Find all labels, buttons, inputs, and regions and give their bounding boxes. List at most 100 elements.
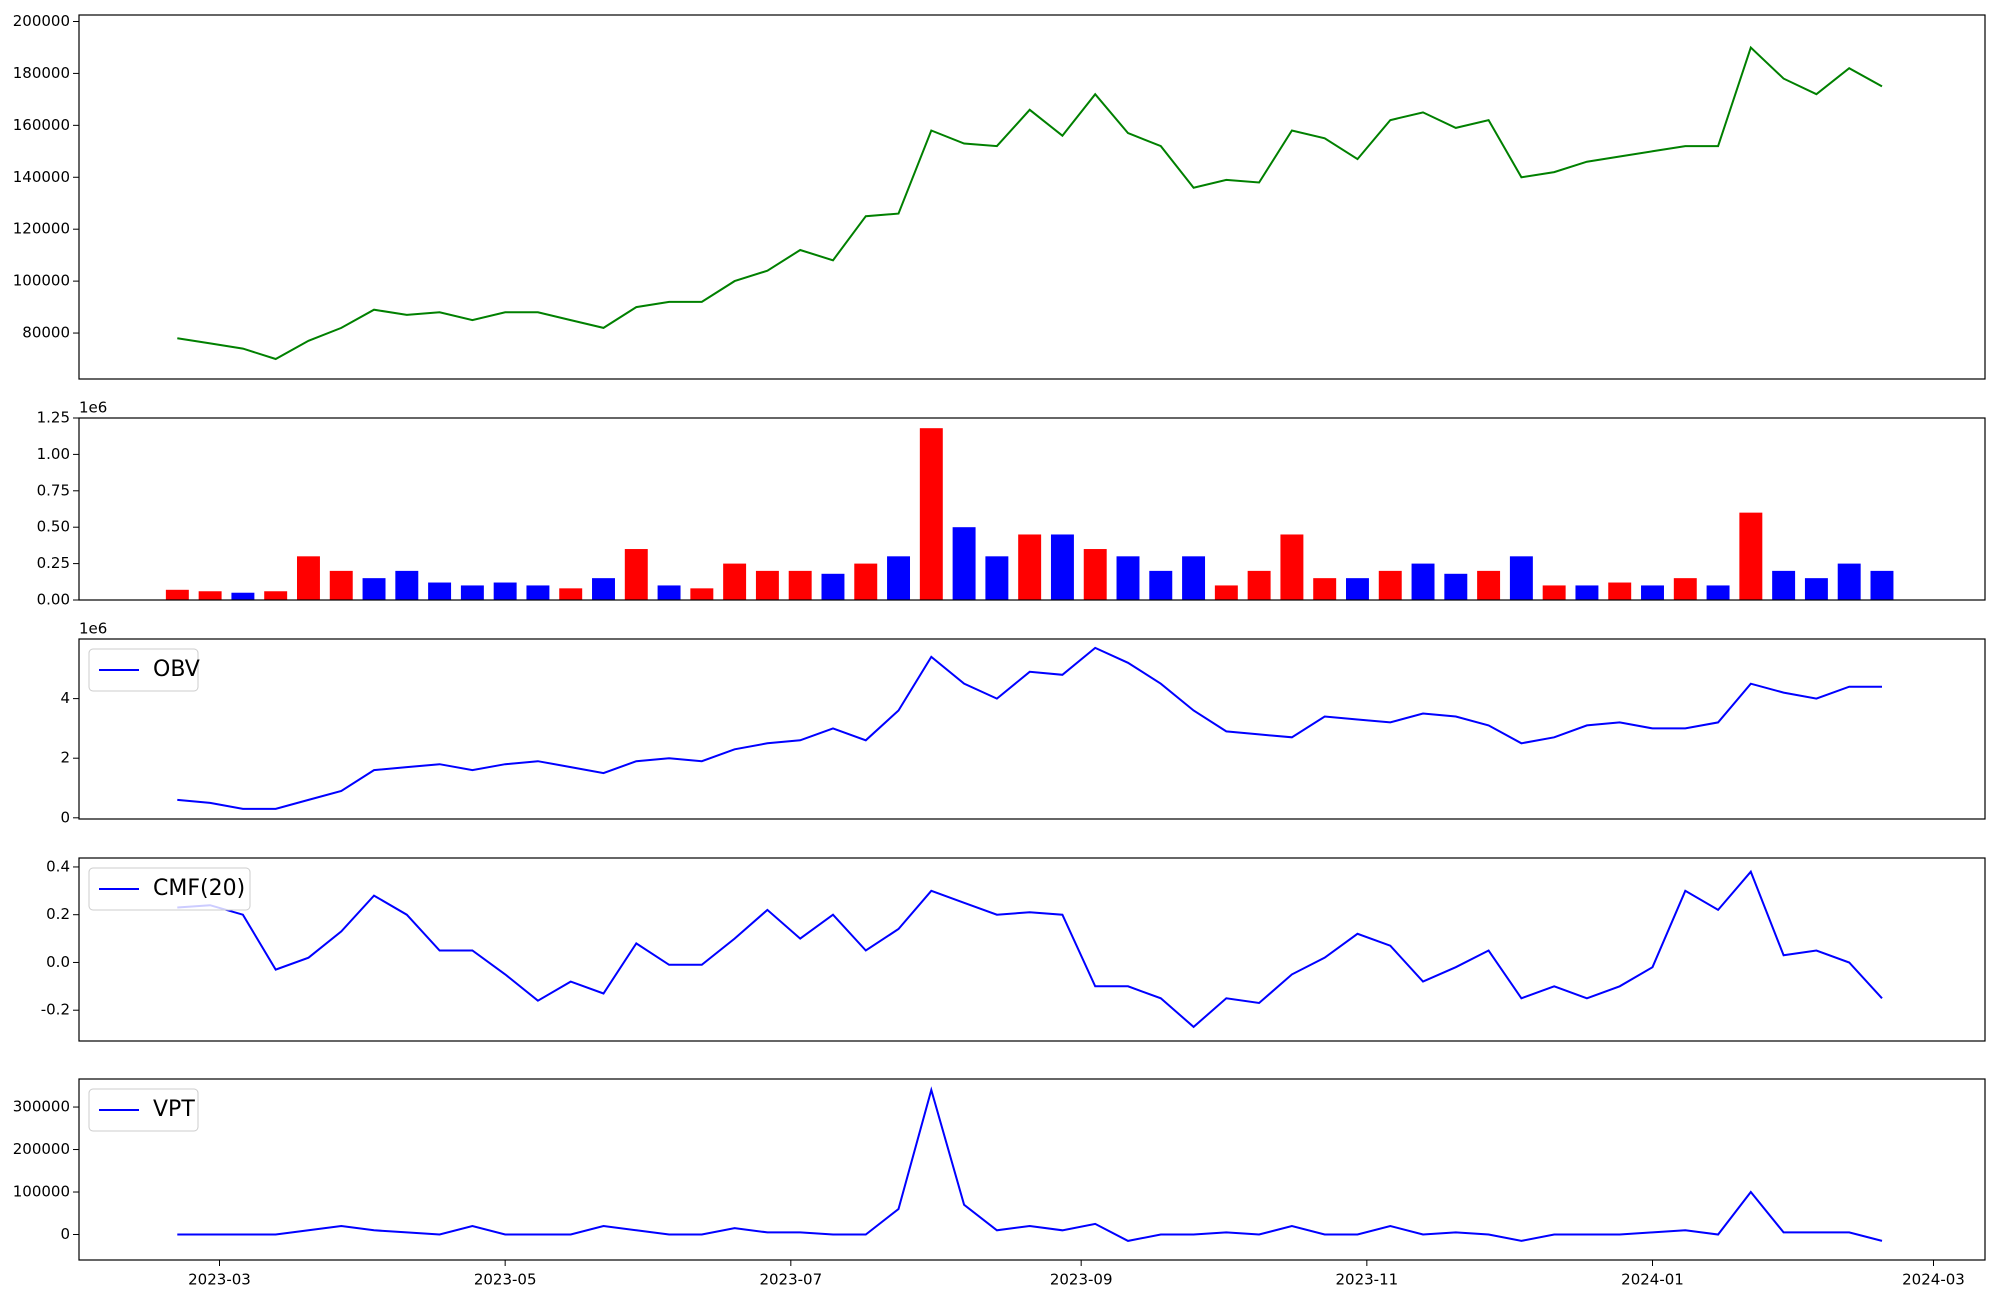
- volume-bar: [1214, 585, 1238, 600]
- y-tick-label: 200000: [13, 12, 70, 30]
- y-tick-label: 0.25: [37, 554, 70, 572]
- volume-bar: [1050, 534, 1074, 600]
- volume-bar: [1739, 512, 1763, 600]
- y-tick-label: 0.50: [37, 518, 70, 536]
- y-tick-label: 100000: [13, 1183, 70, 1201]
- legend-box: [88, 867, 251, 911]
- volume-bar: [559, 588, 583, 600]
- volume-bar: [329, 570, 353, 600]
- volume-bar: [165, 589, 189, 600]
- volume-bar: [624, 549, 648, 600]
- volume-bar: [1772, 570, 1796, 600]
- volume-bar: [887, 556, 911, 600]
- volume-bar: [723, 563, 747, 600]
- series-line: [177, 869, 1883, 1029]
- volume-bar: [1083, 549, 1107, 600]
- volume-bar: [1018, 534, 1042, 600]
- volume-bar: [1247, 570, 1271, 600]
- volume-bar: [1313, 578, 1337, 600]
- volume-bar: [1345, 578, 1369, 600]
- x-tick-label: 2023-11: [1335, 1271, 1398, 1289]
- legend-box: [88, 648, 199, 692]
- legend-label: OBV: [153, 657, 200, 682]
- volume-bar: [1575, 585, 1599, 600]
- y-tick-label: 0.0: [46, 953, 70, 971]
- y-tick-label: 0.2: [46, 905, 70, 923]
- y-tick-label: 160000: [13, 116, 70, 134]
- y-tick-label: 100000: [13, 272, 70, 290]
- volume-bar: [690, 588, 714, 600]
- y-tick-label: 2: [60, 749, 70, 767]
- volume-bar: [1149, 570, 1173, 600]
- volume-bar: [952, 527, 976, 600]
- volume-bar: [1378, 570, 1402, 600]
- plot-frame: [78, 417, 1986, 601]
- series-line: [177, 646, 1882, 810]
- y-tick-label: 0.75: [37, 481, 70, 499]
- y-tick-label: 140000: [13, 168, 70, 186]
- x-tick-label: 2024-01: [1621, 1271, 1684, 1289]
- volume-bar: [1509, 556, 1533, 600]
- volume-bar: [985, 556, 1009, 600]
- series-line: [177, 45, 1883, 361]
- plot-frame: [78, 857, 1986, 1042]
- volume-bar: [460, 585, 484, 600]
- x-tick-label: 2023-03: [188, 1271, 251, 1289]
- volume-bar: [1837, 563, 1861, 600]
- y-tick-label: 200000: [13, 1140, 70, 1158]
- volume-bar: [296, 556, 320, 600]
- volume-bar: [919, 428, 943, 600]
- volume-bar: [1444, 573, 1468, 600]
- x-tick-label: 2024-03: [1902, 1271, 1965, 1289]
- volume-bar: [788, 570, 812, 600]
- plot-frame: [78, 1078, 1986, 1261]
- volume-bar: [1804, 578, 1828, 600]
- volume-bar: [1280, 534, 1304, 600]
- volume-bar: [526, 585, 550, 600]
- y-tick-label: -0.2: [41, 1001, 70, 1019]
- x-tick-label: 2023-07: [759, 1271, 822, 1289]
- volume-bar: [1673, 578, 1697, 600]
- volume-bar: [1477, 570, 1501, 600]
- volume-bar: [198, 591, 222, 600]
- axis-offset-label: 1e6: [79, 399, 107, 417]
- legend-label: CMF(20): [153, 876, 245, 901]
- volume-bar: [821, 573, 845, 600]
- y-tick-label: 300000: [13, 1098, 70, 1116]
- y-tick-label: 80000: [22, 324, 70, 342]
- y-tick-label: 120000: [13, 220, 70, 238]
- legend-label: VPT: [153, 1097, 195, 1122]
- plot-frame: [78, 14, 1986, 380]
- volume-bar: [1542, 585, 1566, 600]
- y-tick-label: 0: [60, 808, 70, 826]
- x-tick-label: 2023-05: [474, 1271, 537, 1289]
- volume-bar: [362, 578, 386, 600]
- y-tick-label: 1.25: [37, 409, 70, 427]
- volume-bar: [1182, 556, 1206, 600]
- volume-bar: [592, 578, 615, 600]
- y-tick-label: 0.4: [46, 857, 70, 875]
- volume-bar: [1411, 563, 1435, 600]
- volume-bar: [428, 582, 452, 600]
- axis-offset-label: 1e6: [79, 620, 107, 638]
- plot-frame: [78, 638, 1986, 820]
- y-tick-label: 4: [60, 689, 70, 707]
- volume-bar: [755, 570, 779, 600]
- y-tick-label: 0: [60, 1225, 70, 1243]
- volume-bar: [395, 570, 419, 600]
- y-tick-label: 0.00: [37, 591, 70, 609]
- legend-box: [88, 1088, 199, 1132]
- volume-bar: [1706, 585, 1730, 600]
- x-tick-label: 2023-09: [1050, 1271, 1113, 1289]
- volume-bar: [1870, 570, 1894, 600]
- volume-bar: [1608, 582, 1632, 600]
- volume-bar: [657, 585, 681, 600]
- series-line: [177, 1086, 1883, 1242]
- volume-bar: [493, 582, 517, 600]
- y-tick-label: 180000: [13, 64, 70, 82]
- y-tick-label: 1.00: [37, 445, 70, 463]
- volume-bar: [1641, 585, 1664, 600]
- volume-bar: [1116, 556, 1140, 600]
- volume-bar: [264, 591, 288, 600]
